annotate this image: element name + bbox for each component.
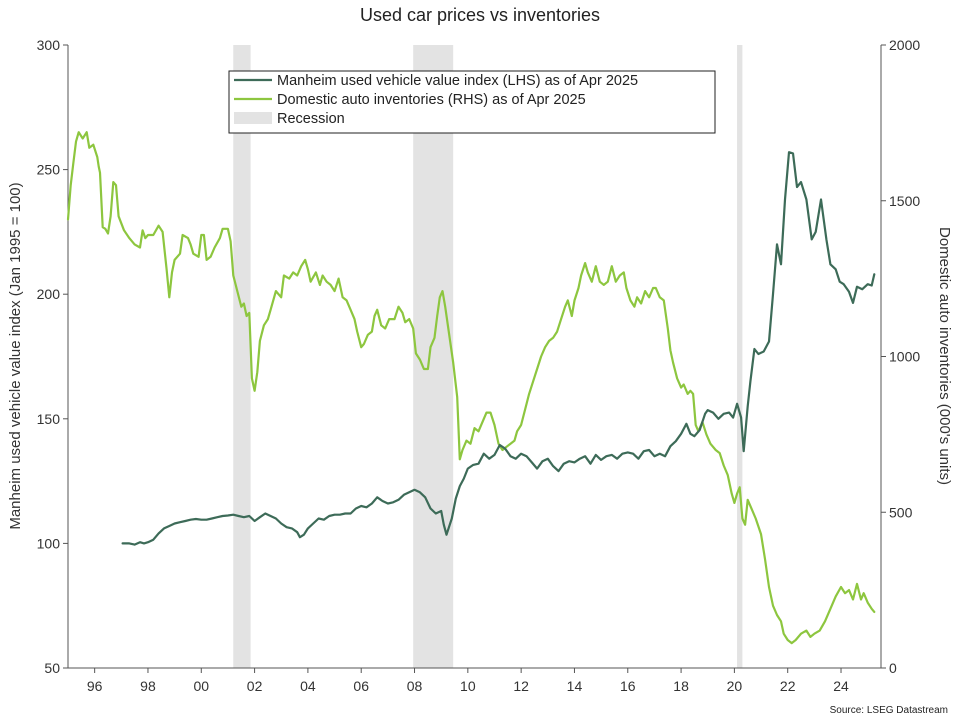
x-tick-label: 02 xyxy=(247,678,263,694)
source-note: Source: LSEG Datastream xyxy=(830,705,948,716)
right-tick-label: 500 xyxy=(889,504,913,520)
x-tick-label: 18 xyxy=(673,678,689,694)
x-tick-label: 10 xyxy=(460,678,476,694)
legend-label-inventories: Domestic auto inventories (RHS) as of Ap… xyxy=(277,92,586,108)
legend-swatch-recession xyxy=(234,112,272,124)
right-axis-label: Domestic auto inventories (000's units) xyxy=(936,227,953,485)
x-tick-label: 14 xyxy=(567,678,583,694)
legend-box xyxy=(228,70,716,134)
x-tick-label: 98 xyxy=(140,678,156,694)
legend-label-manheim: Manheim used vehicle value index (LHS) a… xyxy=(277,73,638,89)
x-tick-label: 12 xyxy=(513,678,529,694)
x-tick-label: 22 xyxy=(780,678,796,694)
legend: Manheim used vehicle value index (LHS) a… xyxy=(228,70,716,134)
x-tick-label: 04 xyxy=(300,678,316,694)
chart-title: Used car prices vs inventories xyxy=(360,5,600,25)
right-axis-ticks: 0 500 1000 1500 2000 xyxy=(881,37,920,676)
x-tick-label: 96 xyxy=(87,678,103,694)
x-tick-label: 00 xyxy=(193,678,209,694)
right-tick-label: 1500 xyxy=(889,193,920,209)
recession-band xyxy=(737,45,743,668)
series-line-inventories xyxy=(66,131,876,645)
right-tick-label: 1000 xyxy=(889,349,920,365)
x-tick-label: 08 xyxy=(407,678,423,694)
right-tick-label: 0 xyxy=(889,660,897,676)
x-axis-ticks: 96 98 00 02 04 06 08 10 12 14 16 18 20 22 24 xyxy=(87,668,849,694)
recession-band xyxy=(233,45,251,668)
left-tick-label: 50 xyxy=(44,660,60,676)
left-tick-label: 150 xyxy=(37,411,61,427)
x-tick-label: 16 xyxy=(620,678,636,694)
left-tick-label: 300 xyxy=(37,37,61,53)
recession-bands xyxy=(233,45,743,668)
legend-label-recession: Recession xyxy=(277,111,345,127)
plot-frame xyxy=(67,45,882,669)
series-lines xyxy=(66,131,876,645)
x-tick-label: 24 xyxy=(833,678,849,694)
left-tick-label: 250 xyxy=(37,162,61,178)
left-tick-label: 100 xyxy=(37,535,61,551)
recession-band xyxy=(413,45,454,668)
left-tick-label: 200 xyxy=(37,286,61,302)
left-axis-ticks: 50 100 150 200 250 300 xyxy=(37,37,68,676)
x-tick-label: 20 xyxy=(727,678,743,694)
series-line-manheim xyxy=(121,151,876,546)
x-tick-label: 06 xyxy=(353,678,369,694)
left-axis-label: Manheim used vehicle value index (Jan 19… xyxy=(7,182,24,529)
right-tick-label: 2000 xyxy=(889,37,920,53)
